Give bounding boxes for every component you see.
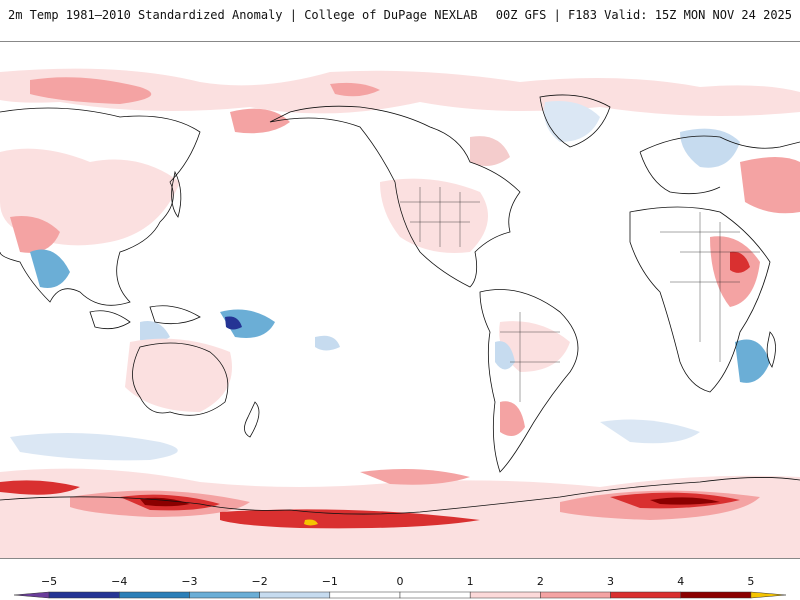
colorbar-segment xyxy=(259,591,331,599)
colorbar: −5 −4 −3 −2 −1 0 1 2 3 4 5 xyxy=(0,568,800,600)
anomaly-region xyxy=(140,497,190,507)
anomaly-region xyxy=(10,433,178,461)
colorbar-svg: −5 −4 −3 −2 −1 0 1 2 3 4 5 xyxy=(13,575,787,599)
anomaly-region xyxy=(730,251,750,273)
colorbar-segment xyxy=(13,591,50,599)
colorbar-segment xyxy=(750,591,787,599)
anomaly-region xyxy=(0,148,180,246)
border xyxy=(400,187,480,247)
colorbar-tick-label: 4 xyxy=(677,575,684,588)
anomaly-region xyxy=(30,77,152,104)
anomaly-region xyxy=(600,419,700,444)
colorbar-segment xyxy=(119,591,190,599)
model-run-info: 00Z GFS | F183 Valid: 15Z MON NOV 24 202… xyxy=(495,8,792,22)
colorbar-segment xyxy=(680,591,752,599)
colorbar-segment xyxy=(48,591,120,599)
anomaly-region xyxy=(140,321,170,343)
political-borders xyxy=(400,187,760,402)
colorbar-segment xyxy=(540,591,611,599)
colorbar-tick-label: −4 xyxy=(111,575,127,588)
anomaly-region xyxy=(225,316,242,330)
coastline xyxy=(479,289,579,473)
colorbar-tick-label: −5 xyxy=(41,575,57,588)
border xyxy=(500,312,560,402)
colorbar-tick-label: 2 xyxy=(537,575,544,588)
coastline xyxy=(244,401,260,438)
coastline xyxy=(539,94,611,148)
anomaly-region xyxy=(735,339,770,383)
anomaly-region xyxy=(10,216,60,253)
anomaly-region xyxy=(740,157,800,214)
anomaly-region xyxy=(0,480,80,495)
coastline xyxy=(269,105,521,288)
anomaly-region xyxy=(544,101,600,142)
anomaly-region xyxy=(220,509,480,529)
anomaly-region xyxy=(30,249,70,288)
anomaly-region xyxy=(650,497,720,505)
coastline xyxy=(132,342,229,416)
header: 2m Temp 1981–2010 Standardized Anomaly |… xyxy=(0,0,800,30)
anomaly-region xyxy=(499,321,570,372)
coastline xyxy=(639,135,800,195)
coastline xyxy=(629,206,771,393)
anomaly-map xyxy=(0,41,800,559)
anomaly-region xyxy=(380,178,488,253)
anomaly-shading xyxy=(0,68,800,558)
coastline xyxy=(0,477,800,515)
anomaly-region xyxy=(360,468,470,485)
colorbar-tick-label: −3 xyxy=(181,575,197,588)
anomaly-region xyxy=(330,82,380,97)
map-svg xyxy=(0,68,800,558)
anomaly-region xyxy=(125,338,232,412)
anomaly-region xyxy=(680,128,740,168)
coastline xyxy=(0,107,201,306)
colorbar-segment xyxy=(469,591,541,599)
colorbar-segment xyxy=(399,591,471,599)
anomaly-region xyxy=(304,519,318,526)
anomaly-region xyxy=(315,335,340,351)
colorbar-tick-label: 5 xyxy=(747,575,754,588)
anomaly-region xyxy=(495,341,515,370)
colorbar-tick-label: −1 xyxy=(322,575,338,588)
coastline xyxy=(766,331,776,368)
colorbar-tick-label: −2 xyxy=(252,575,268,588)
border xyxy=(660,212,760,362)
anomaly-region xyxy=(500,401,525,436)
anomaly-region xyxy=(0,68,800,116)
coastline xyxy=(149,305,201,325)
anomaly-region xyxy=(470,136,510,166)
colorbar-segment xyxy=(329,591,401,599)
coastline xyxy=(171,170,182,218)
anomaly-region xyxy=(220,309,275,338)
coastlines xyxy=(0,94,800,515)
colorbar-segment xyxy=(610,591,681,599)
colorbar-segment xyxy=(189,591,260,599)
map-title: 2m Temp 1981–2010 Standardized Anomaly |… xyxy=(8,8,478,22)
coastline xyxy=(89,310,131,330)
colorbar-tick-label: 3 xyxy=(607,575,614,588)
colorbar-tick-label: 0 xyxy=(397,575,404,588)
anomaly-region xyxy=(230,108,290,134)
colorbar-tick-label: 1 xyxy=(467,575,474,588)
